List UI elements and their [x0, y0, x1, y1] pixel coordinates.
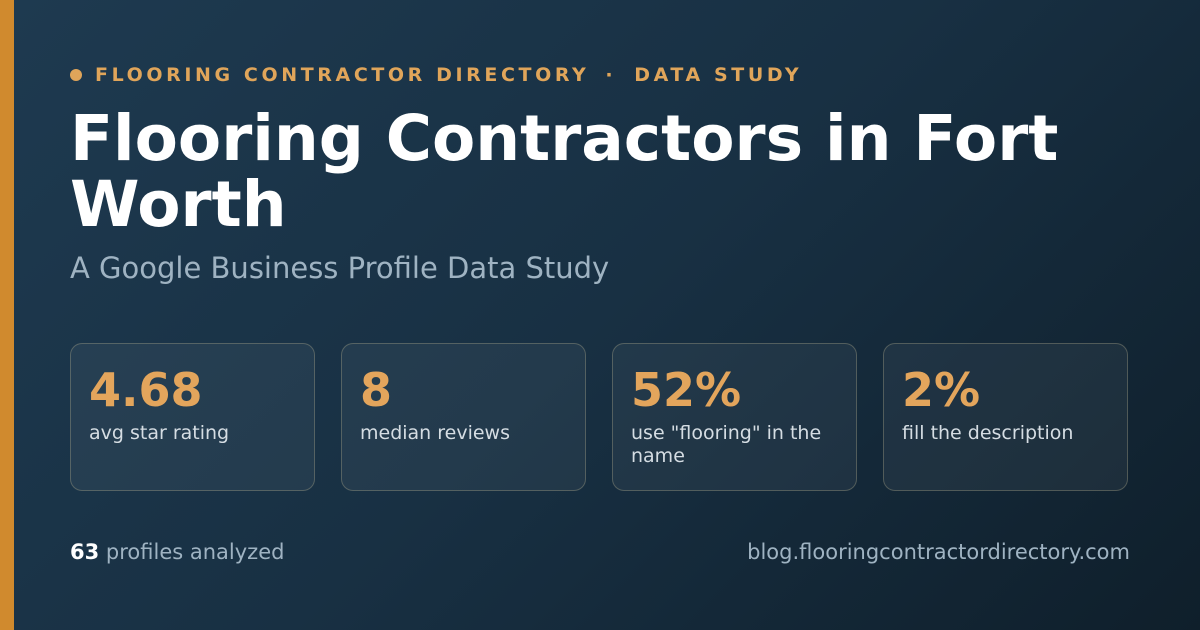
stats: 4.68 avg star rating 8 median reviews 52…: [70, 343, 1128, 491]
eyebrow-text: FLOORING CONTRACTOR DIRECTORY: [95, 64, 590, 86]
eyebrow-text: DATA STUDY: [634, 64, 803, 86]
stat-label: fill the description: [902, 422, 1074, 444]
profile-count-label: profiles analyzed: [105, 540, 285, 564]
profile-count: 63: [70, 540, 100, 564]
stat-card: 4.68 avg star rating: [70, 343, 315, 491]
stat-label: avg star rating: [89, 422, 230, 444]
title: Flooring Contractors in Fort Worth: [70, 102, 1059, 241]
stat-label: median reviews: [360, 422, 510, 444]
eyebrow-dot: [70, 69, 82, 81]
stat-value: 8: [360, 363, 393, 417]
footer-url: blog.flooringcontractordirectory.com: [747, 540, 1130, 564]
stat-label: use "flooring" in the name: [631, 422, 822, 467]
stat-value: 52%: [631, 363, 742, 417]
eyebrow: FLOORING CONTRACTOR DIRECTORY · DATA STU…: [70, 64, 802, 86]
eyebrow-separator: ·: [605, 64, 617, 86]
stat-value: 2%: [902, 363, 981, 417]
subtitle: A Google Business Profile Data Study: [70, 251, 610, 285]
stat-card: 52% use "flooring" in the name: [612, 343, 857, 491]
stat-value: 4.68: [89, 363, 203, 417]
stat-card: 2% fill the description: [883, 343, 1128, 491]
stat-card: 8 median reviews: [341, 343, 586, 491]
accent-bar: [0, 0, 14, 630]
footer-count: 63 profiles analyzed: [70, 540, 284, 564]
